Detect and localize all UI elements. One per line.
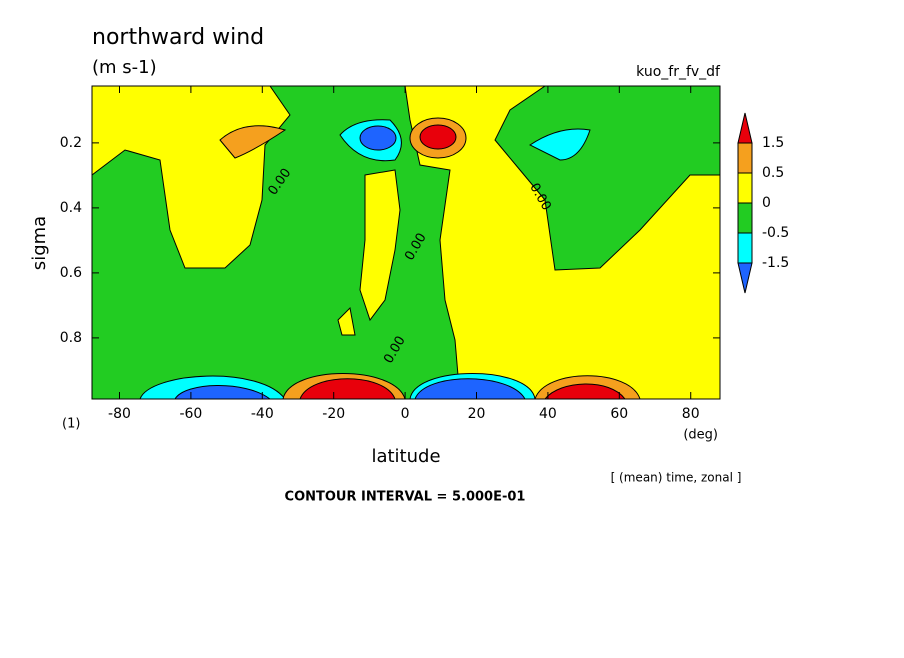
contour-field [92,86,720,399]
x-tick-label: 0 [401,406,410,422]
title: northward wind [92,25,264,50]
colorbar-label: -0.5 [762,225,789,241]
y-tick-label: 0.4 [60,200,82,216]
x-tick-label: -60 [179,406,202,422]
y-tick-label: 0.2 [60,135,82,151]
region [414,378,526,399]
colorbar-cell [737,142,753,174]
plot-frame [91,85,721,400]
x-label: latitude [371,446,440,467]
region [174,385,271,399]
x-tick-label: 60 [610,406,628,422]
region [544,383,626,399]
x-tick-label: 80 [682,406,700,422]
colorbar-cell [737,262,753,294]
y-label: sigma [29,216,50,270]
region [219,125,287,159]
units: (m s-1) [92,57,157,78]
colorbar-label: 0 [762,195,771,211]
y-tick-label: 0.6 [60,265,82,281]
x-tick-label: 20 [468,406,486,422]
colorbar-label: 0.5 [762,165,784,181]
region [419,124,457,150]
colorbar-label: 1.5 [762,135,784,151]
colorbar-cell [737,202,753,234]
y-unit: (1) [62,417,80,432]
region [299,378,396,399]
region [404,86,720,399]
region [359,169,401,322]
x-tick-label: -20 [322,406,345,422]
region [337,306,356,336]
colorbar-cell [737,172,753,204]
region [529,128,591,161]
x-tick-label: 40 [539,406,557,422]
x-unit: (deg) [683,428,718,443]
run-name: kuo_fr_fv_df [636,64,721,80]
colorbar-label: -1.5 [762,255,789,271]
colorbar-cell [737,232,753,264]
x-tick-label: -80 [108,406,131,422]
note: [ (mean) time, zonal ] [611,471,742,485]
contour-interval: CONTOUR INTERVAL = 5.000E-01 [285,490,526,505]
colorbar-cell [737,112,753,144]
region [359,125,397,151]
y-tick-label: 0.8 [60,330,82,346]
x-tick-label: -40 [251,406,274,422]
